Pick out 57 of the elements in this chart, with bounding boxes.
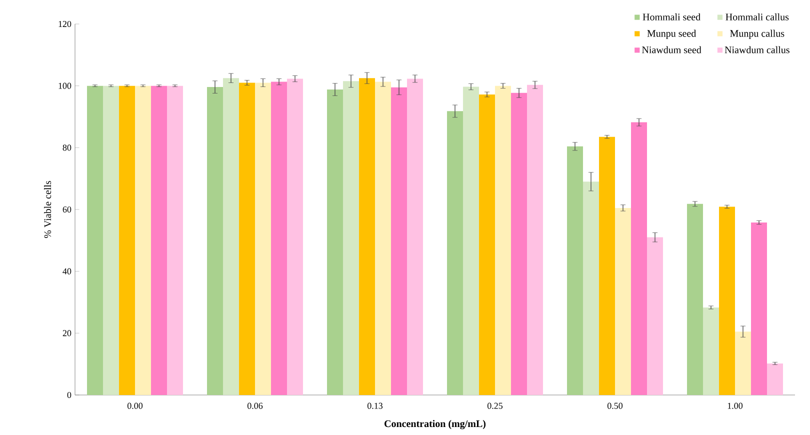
y-tick-label: 100 (58, 82, 72, 89)
bar (87, 86, 104, 395)
bar (103, 86, 120, 395)
y-tick-label: 120 (58, 20, 72, 28)
legend-label: Munpu seed (647, 30, 696, 39)
bar (239, 82, 256, 395)
bar (687, 204, 703, 395)
bar (375, 82, 392, 395)
bar (615, 208, 631, 395)
x-tick-label: 0.13 (367, 402, 383, 409)
bar (583, 182, 600, 395)
bar (223, 78, 240, 395)
y-tick-label: 80 (62, 144, 72, 151)
bar (719, 206, 735, 395)
bar (167, 86, 184, 395)
bar (327, 90, 344, 395)
legend-label: Niawdum seed (642, 46, 702, 54)
y-axis-title: % Viable cells (44, 180, 52, 238)
bar (463, 86, 480, 395)
bar (767, 363, 783, 395)
bar (495, 86, 511, 395)
bar (631, 122, 648, 395)
legend-label: Hommali callus (726, 13, 789, 20)
legend-label: Niawdum callus (724, 46, 790, 54)
x-tick-label: 0.00 (127, 402, 143, 409)
bar (407, 78, 424, 395)
y-tick-label: 60 (62, 206, 72, 213)
bar (511, 92, 528, 395)
x-tick-label: 0.25 (487, 402, 503, 409)
bar (255, 82, 272, 395)
bar (751, 222, 767, 395)
y-tick-label: 0 (67, 392, 72, 398)
legend-label: Munpu callus (730, 30, 784, 39)
x-tick-label: 0.50 (607, 402, 623, 409)
bar (135, 86, 152, 395)
bar (647, 237, 663, 395)
bar (479, 94, 496, 395)
bar (703, 307, 719, 395)
bar (527, 84, 544, 395)
bar (151, 86, 168, 395)
x-tick-label: 1.00 (728, 402, 743, 409)
x-tick-label: 0.06 (247, 402, 263, 409)
bar (359, 78, 376, 395)
y-tick-label: 40 (62, 268, 72, 274)
bar (391, 87, 408, 395)
legend-label: Hommali seed (642, 13, 700, 20)
bar (271, 82, 288, 395)
bar (599, 136, 615, 395)
bar (735, 332, 751, 395)
bar (119, 86, 136, 395)
bar (567, 146, 584, 395)
bar (343, 81, 360, 395)
x-axis-title: Concentration (mg/mL) (384, 420, 486, 430)
bar (207, 87, 224, 395)
bar (287, 78, 304, 395)
bar (447, 111, 464, 395)
y-tick-label: 20 (62, 330, 72, 336)
